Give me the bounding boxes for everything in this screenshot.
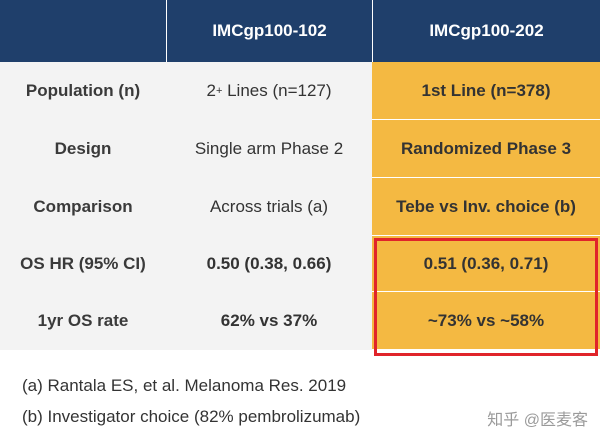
trial202-os-hr: 0.51 (0.36, 0.71) (372, 236, 600, 292)
trial202-population: 1st Line (n=378) (372, 62, 600, 120)
trial102-population-num: 2 (206, 81, 216, 100)
footnote-b: (b) Investigator choice (82% pembrolizum… (22, 407, 361, 426)
trial202-os-rate: ~73% vs ~58% (372, 292, 600, 350)
footnote-a: (a) Rantala ES, et al. Melanoma Res. 201… (22, 376, 347, 395)
row-label-comparison: Comparison (0, 178, 166, 236)
watermark: 知乎 @医麦客 (487, 412, 588, 429)
trial102-population: 2 + Lines (n=127) (166, 62, 372, 120)
trial102-design: Single arm Phase 2 (166, 120, 372, 178)
header-empty (0, 0, 166, 62)
comparison-table: IMCgp100-102 IMCgp100-202 Population (n)… (0, 0, 600, 350)
header-trial-102: IMCgp100-102 (166, 0, 372, 62)
trial102-population-text: Lines (n=127) (222, 81, 332, 100)
trial102-os-hr: 0.50 (0.38, 0.66) (166, 236, 372, 292)
trial102-comparison: Across trials (a) (166, 178, 372, 236)
row-label-os-hr: OS HR (95% CI) (0, 236, 166, 292)
row-label-population: Population (n) (0, 62, 166, 120)
trial202-comparison: Tebe vs Inv. choice (b) (372, 178, 600, 236)
trial102-population-sup: + (215, 85, 223, 97)
trial102-os-rate: 62% vs 37% (166, 292, 372, 350)
row-label-design: Design (0, 120, 166, 178)
row-label-os-rate: 1yr OS rate (0, 292, 166, 350)
trial202-design: Randomized Phase 3 (372, 120, 600, 178)
header-trial-202: IMCgp100-202 (372, 0, 600, 62)
